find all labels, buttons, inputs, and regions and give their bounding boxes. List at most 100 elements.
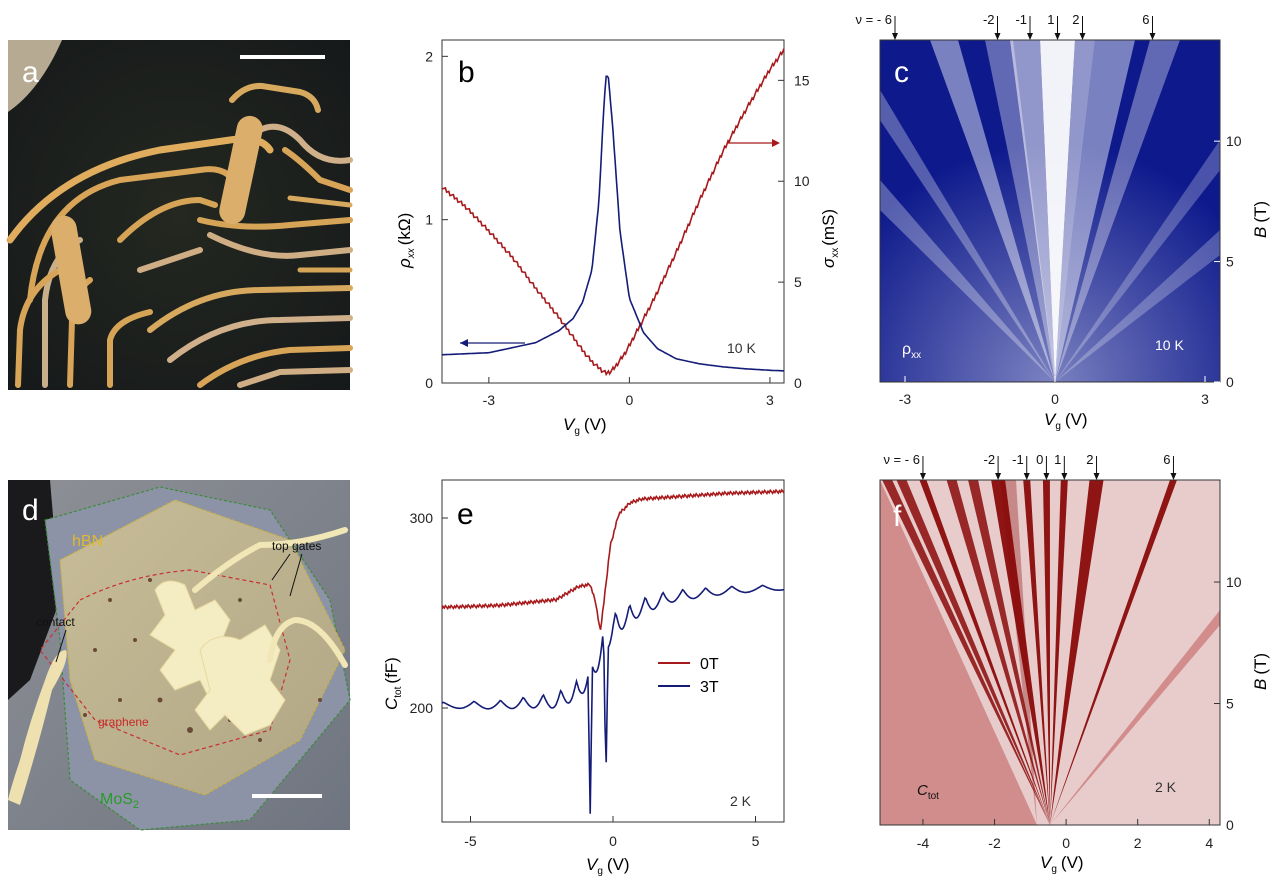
b-ytick-left-label: 1 — [425, 212, 433, 228]
f-nu-label: -2 — [984, 452, 996, 467]
e-0T-curve — [441, 488, 785, 630]
label-graphene: graphene — [98, 715, 149, 729]
f-landau-fan-line — [968, 480, 1050, 825]
f-nu-label: 2 — [1086, 452, 1093, 467]
c-ticks: -3 0 3 0 5 10 — [899, 133, 1242, 407]
b-ylabel-right: σxx(mS) — [819, 209, 841, 268]
label-hbn: hBN — [72, 533, 103, 550]
f-landau-fan-line — [1050, 610, 1220, 825]
f-xtick-label: 4 — [1205, 835, 1213, 851]
axes-b — [441, 39, 785, 384]
axes-e — [441, 479, 785, 823]
label-contact: contact — [36, 615, 75, 629]
b-ytick-right-label: 5 — [794, 274, 802, 290]
f-nu-label: -1 — [1012, 452, 1024, 467]
f-xtick-label: 0 — [1062, 835, 1070, 851]
c-inset-label: ρxx — [902, 341, 921, 361]
e-ytick-label: 300 — [410, 510, 434, 526]
f-landau-fan-line — [919, 480, 1050, 825]
f-nu-arrowhead — [1061, 473, 1068, 480]
f-landau-fan-line — [1050, 480, 1068, 825]
b-left-arrow-head — [460, 339, 468, 347]
b-rho-curve — [441, 48, 785, 377]
c-nu-arrowhead — [1079, 33, 1086, 40]
c-nu-arrowhead — [994, 33, 1001, 40]
top-gates-pattern — [149, 580, 286, 736]
f-landau-fan-line — [946, 480, 1050, 825]
f-nu-arrowhead — [919, 473, 926, 480]
panel-label-f: f — [893, 500, 902, 533]
f-xlabel: Vg (V) — [1040, 853, 1084, 875]
f-nu-arrowhead — [1170, 473, 1177, 480]
arrow-contact — [55, 629, 67, 663]
panel-label-e: e — [457, 498, 474, 531]
b-temperature: 10 K — [727, 340, 756, 356]
panel-label-a: a — [22, 56, 39, 89]
f-xtick-label: -2 — [988, 835, 1001, 851]
b-ylabel-left: ρxx(kΩ) — [395, 213, 417, 269]
b-ticks: -3 0 3 0 1 2 0 5 10 15 — [425, 48, 810, 408]
c-nu-arrowhead — [1027, 33, 1033, 40]
panel-label-b: b — [458, 56, 475, 89]
panel-b: b -3 0 3 0 1 2 0 5 10 15 10 K Vg (V) ρxx(kΩ) σxx(m… — [395, 39, 841, 437]
contact-lead — [8, 650, 67, 805]
c-heatmap — [880, 40, 1220, 382]
c-nu-label: -2 — [983, 12, 995, 27]
c-nu-arrowhead — [892, 33, 898, 40]
photo-a-corner-flake — [8, 40, 62, 112]
e-3T-curve — [441, 584, 785, 814]
b-ytick-left-label: 0 — [425, 375, 433, 391]
e-xtick-label: 5 — [752, 833, 760, 849]
f-xtick-label: -4 — [917, 835, 930, 851]
arrow-top-gates-2 — [289, 553, 303, 597]
panel-d: d hBN top gates contact graphene MoS2 — [8, 480, 351, 831]
c-xlabel: Vg (V) — [1044, 410, 1088, 432]
label-mos2: MoS2 — [100, 791, 139, 811]
photo-a-contact-pad-left — [50, 215, 92, 325]
b-right-arrow-head — [772, 139, 780, 147]
axes-c — [879, 39, 1221, 383]
b-ytick-right-label: 10 — [794, 173, 810, 189]
c-xtick-label: 3 — [1201, 391, 1209, 407]
panel-e: e -5 0 5 200 300 0T 3T 2 K Vg (V) Ctot(fF) — [382, 479, 785, 877]
b-xtick-label: -3 — [483, 392, 496, 408]
f-ytick-label: 10 — [1226, 574, 1242, 590]
panel-c: c ρxx 10 K -3 0 3 0 5 10 ν = - 6 -2 -1 1 2 6 Vg (V)… — [856, 12, 1271, 432]
c-xtick-label: -3 — [899, 391, 912, 407]
f-nu-arrowhead — [1043, 473, 1050, 480]
f-nu-label: 6 — [1163, 452, 1170, 467]
e-temperature: 2 K — [730, 793, 752, 809]
c-xtick-label: 0 — [1051, 391, 1059, 407]
arrow-top-gates-1 — [271, 553, 291, 581]
e-ticks: -5 0 5 200 300 — [410, 510, 760, 849]
c-ytick-label: 5 — [1226, 254, 1234, 270]
f-landau-fan-line — [882, 480, 1050, 825]
label-top-gates: top gates — [272, 539, 321, 553]
axes-f — [879, 479, 1221, 826]
b-xlabel: Vg (V) — [563, 415, 607, 437]
f-landau-fan-line — [1050, 480, 1177, 825]
f-ylabel: B(T) — [1251, 653, 1270, 690]
c-nu-label: 1 — [1047, 12, 1054, 27]
f-landau-fan-line — [1042, 480, 1050, 825]
c-nu-label: 6 — [1142, 12, 1149, 27]
c-nu-arrowhead — [1054, 33, 1061, 40]
f-xtick-label: 2 — [1134, 835, 1142, 851]
c-nu-label: ν = - 6 — [856, 12, 893, 27]
photo-a-contact-pad-right — [219, 115, 263, 225]
c-temperature: 10 K — [1155, 337, 1184, 353]
b-xtick-label: 0 — [625, 392, 633, 408]
c-ytick-label: 10 — [1226, 133, 1242, 149]
panel-label-d: d — [22, 494, 39, 527]
graphene-outline — [39, 569, 291, 756]
c-ylabel: B(T) — [1251, 201, 1270, 238]
c-nu-labels: ν = - 6 -2 -1 1 2 6 — [856, 12, 1156, 40]
f-nu-arrowhead — [1023, 473, 1030, 480]
f-landau-fan-line — [1050, 480, 1104, 825]
f-ytick-label: 0 — [1226, 817, 1234, 833]
b-ytick-right-label: 15 — [794, 72, 810, 88]
f-nu-label: ν = - 6 — [883, 452, 920, 467]
